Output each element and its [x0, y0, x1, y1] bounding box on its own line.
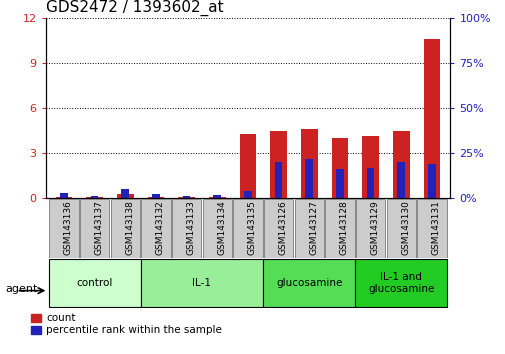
Text: GSM143136: GSM143136 — [64, 200, 73, 255]
FancyBboxPatch shape — [355, 259, 446, 307]
Bar — [90, 195, 98, 198]
FancyBboxPatch shape — [325, 199, 354, 258]
Text: control: control — [76, 278, 113, 288]
Text: GSM143128: GSM143128 — [339, 200, 348, 255]
Text: IL-1: IL-1 — [192, 278, 211, 288]
Bar — [331, 138, 347, 198]
Text: GSM143129: GSM143129 — [370, 200, 379, 255]
Bar — [423, 39, 439, 198]
Text: glucosamine: glucosamine — [276, 278, 342, 288]
Bar — [396, 162, 405, 198]
FancyBboxPatch shape — [355, 199, 385, 258]
FancyBboxPatch shape — [172, 199, 201, 258]
Bar — [427, 164, 435, 198]
FancyBboxPatch shape — [49, 199, 78, 258]
Legend: count, percentile rank within the sample: count, percentile rank within the sample — [30, 313, 222, 335]
Text: GSM143133: GSM143133 — [186, 200, 195, 255]
Text: GSM143127: GSM143127 — [309, 200, 318, 255]
Text: GSM143126: GSM143126 — [278, 200, 287, 255]
FancyBboxPatch shape — [110, 199, 140, 258]
FancyBboxPatch shape — [202, 199, 231, 258]
Bar — [213, 195, 221, 198]
Bar — [182, 195, 190, 198]
Text: GDS2472 / 1393602_at: GDS2472 / 1393602_at — [45, 0, 223, 16]
Bar — [121, 189, 129, 198]
FancyBboxPatch shape — [263, 259, 355, 307]
FancyBboxPatch shape — [417, 199, 446, 258]
Bar — [300, 129, 317, 198]
Bar — [270, 131, 286, 198]
FancyBboxPatch shape — [48, 259, 140, 307]
Bar — [152, 194, 160, 198]
Bar — [60, 193, 68, 198]
Text: GSM143138: GSM143138 — [125, 200, 134, 255]
Bar — [305, 159, 313, 198]
FancyBboxPatch shape — [80, 199, 109, 258]
Text: IL-1 and
glucosamine: IL-1 and glucosamine — [367, 272, 434, 294]
FancyBboxPatch shape — [140, 259, 263, 307]
Bar — [117, 194, 133, 198]
Bar — [335, 169, 343, 198]
FancyBboxPatch shape — [386, 199, 415, 258]
Text: GSM143131: GSM143131 — [431, 200, 440, 255]
Text: GSM143132: GSM143132 — [156, 200, 165, 255]
Bar — [239, 133, 256, 198]
FancyBboxPatch shape — [141, 199, 170, 258]
Text: GSM143130: GSM143130 — [400, 200, 410, 255]
Bar — [362, 136, 378, 198]
Text: GSM143135: GSM143135 — [247, 200, 257, 255]
FancyBboxPatch shape — [233, 199, 262, 258]
FancyBboxPatch shape — [264, 199, 293, 258]
Bar — [392, 131, 409, 198]
Text: GSM143134: GSM143134 — [217, 200, 226, 255]
FancyBboxPatch shape — [294, 199, 323, 258]
Bar — [274, 162, 282, 198]
Text: GSM143137: GSM143137 — [94, 200, 104, 255]
Bar — [366, 167, 374, 198]
Text: agent: agent — [5, 284, 37, 293]
Bar — [243, 191, 251, 198]
